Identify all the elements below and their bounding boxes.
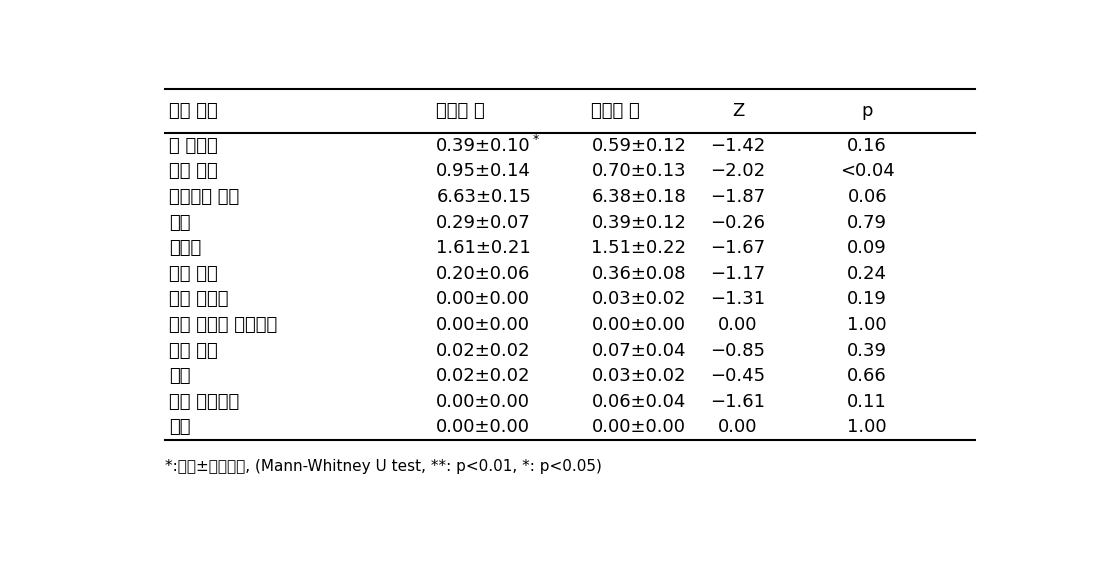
Text: −1.42: −1.42: [711, 137, 765, 155]
Text: p: p: [862, 102, 873, 120]
Text: 축사 탐색: 축사 탐색: [169, 265, 218, 283]
Text: 0.00±0.00: 0.00±0.00: [436, 418, 530, 436]
Text: 0.00: 0.00: [718, 418, 757, 436]
Text: 0.39: 0.39: [847, 342, 887, 359]
Text: 0.59±0.12: 0.59±0.12: [592, 137, 686, 155]
Text: 0.19: 0.19: [847, 290, 887, 308]
Text: −1.87: −1.87: [711, 188, 765, 206]
Text: 0.20±0.06: 0.20±0.06: [436, 265, 530, 283]
Text: 0.06±0.04: 0.06±0.04: [592, 393, 686, 411]
Text: −0.26: −0.26: [711, 214, 765, 231]
Text: 0.16: 0.16: [847, 137, 887, 155]
Text: 0.29±0.07: 0.29±0.07: [436, 214, 532, 231]
Text: 칸막이 무: 칸막이 무: [592, 102, 641, 120]
Text: 0.03±0.02: 0.03±0.02: [592, 367, 686, 385]
Text: 움직이지 않음: 움직이지 않음: [169, 188, 239, 206]
Text: −2.02: −2.02: [711, 162, 765, 180]
Text: −1.61: −1.61: [711, 393, 765, 411]
Text: 사료 먹기: 사료 먹기: [169, 162, 218, 180]
Text: <0.04: <0.04: [840, 162, 894, 180]
Text: 0.00±0.00: 0.00±0.00: [592, 316, 685, 334]
Text: 배설: 배설: [169, 367, 190, 385]
Text: 1.00: 1.00: [847, 316, 887, 334]
Text: 0.11: 0.11: [847, 393, 887, 411]
Text: 0.39±0.12: 0.39±0.12: [592, 214, 686, 231]
Text: 0.36±0.08: 0.36±0.08: [592, 265, 686, 283]
Text: 행동 요인: 행동 요인: [169, 102, 218, 120]
Text: −1.67: −1.67: [711, 239, 765, 257]
Text: 기타 사회행동: 기타 사회행동: [169, 393, 239, 411]
Text: 0.00±0.00: 0.00±0.00: [436, 316, 530, 334]
Text: 0.00±0.00: 0.00±0.00: [592, 418, 685, 436]
Text: 0.03±0.02: 0.03±0.02: [592, 290, 686, 308]
Text: 꼬리 물기: 꼬리 물기: [169, 342, 218, 359]
Text: *: *: [533, 133, 539, 146]
Text: 1.61±0.21: 1.61±0.21: [436, 239, 532, 257]
Text: −0.85: −0.85: [711, 342, 765, 359]
Text: 0.02±0.02: 0.02±0.02: [436, 342, 530, 359]
Text: 0.39±0.10: 0.39±0.10: [436, 137, 530, 155]
Text: 위협: 위협: [169, 214, 190, 231]
Text: 0.66: 0.66: [847, 367, 887, 385]
Text: 0.06: 0.06: [847, 188, 887, 206]
Text: 벨리 노우징: 벨리 노우징: [169, 290, 229, 308]
Text: 0.70±0.13: 0.70±0.13: [592, 162, 686, 180]
Text: 6.63±0.15: 6.63±0.15: [436, 188, 532, 206]
Text: 0.95±0.14: 0.95±0.14: [436, 162, 532, 180]
Text: 0.00±0.00: 0.00±0.00: [436, 290, 530, 308]
Text: 0.00±0.00: 0.00±0.00: [436, 393, 530, 411]
Text: 6.38±0.18: 6.38±0.18: [592, 188, 686, 206]
Text: 1.51±0.22: 1.51±0.22: [592, 239, 686, 257]
Text: 0.09: 0.09: [847, 239, 887, 257]
Text: 이웃 돈방과 상호작용: 이웃 돈방과 상호작용: [169, 316, 277, 334]
Text: 0.07±0.04: 0.07±0.04: [592, 342, 686, 359]
Text: 0.79: 0.79: [847, 214, 887, 231]
Text: 움직임: 움직임: [169, 239, 201, 257]
Text: −1.31: −1.31: [711, 290, 765, 308]
Text: 칸막이 유: 칸막이 유: [436, 102, 485, 120]
Text: 0.02±0.02: 0.02±0.02: [436, 367, 530, 385]
Text: 0.24: 0.24: [847, 265, 887, 283]
Text: 기타: 기타: [169, 418, 190, 436]
Text: Z: Z: [732, 102, 744, 120]
Text: −0.45: −0.45: [711, 367, 765, 385]
Text: 물 마시기: 물 마시기: [169, 137, 218, 155]
Text: 0.00: 0.00: [718, 316, 757, 334]
Text: *:평균±표준오차, (Mann-Whitney U test, **: p<0.01, *: p<0.05): *:평균±표준오차, (Mann-Whitney U test, **: p<0…: [165, 459, 602, 474]
Text: −1.17: −1.17: [711, 265, 765, 283]
Text: 1.00: 1.00: [847, 418, 887, 436]
